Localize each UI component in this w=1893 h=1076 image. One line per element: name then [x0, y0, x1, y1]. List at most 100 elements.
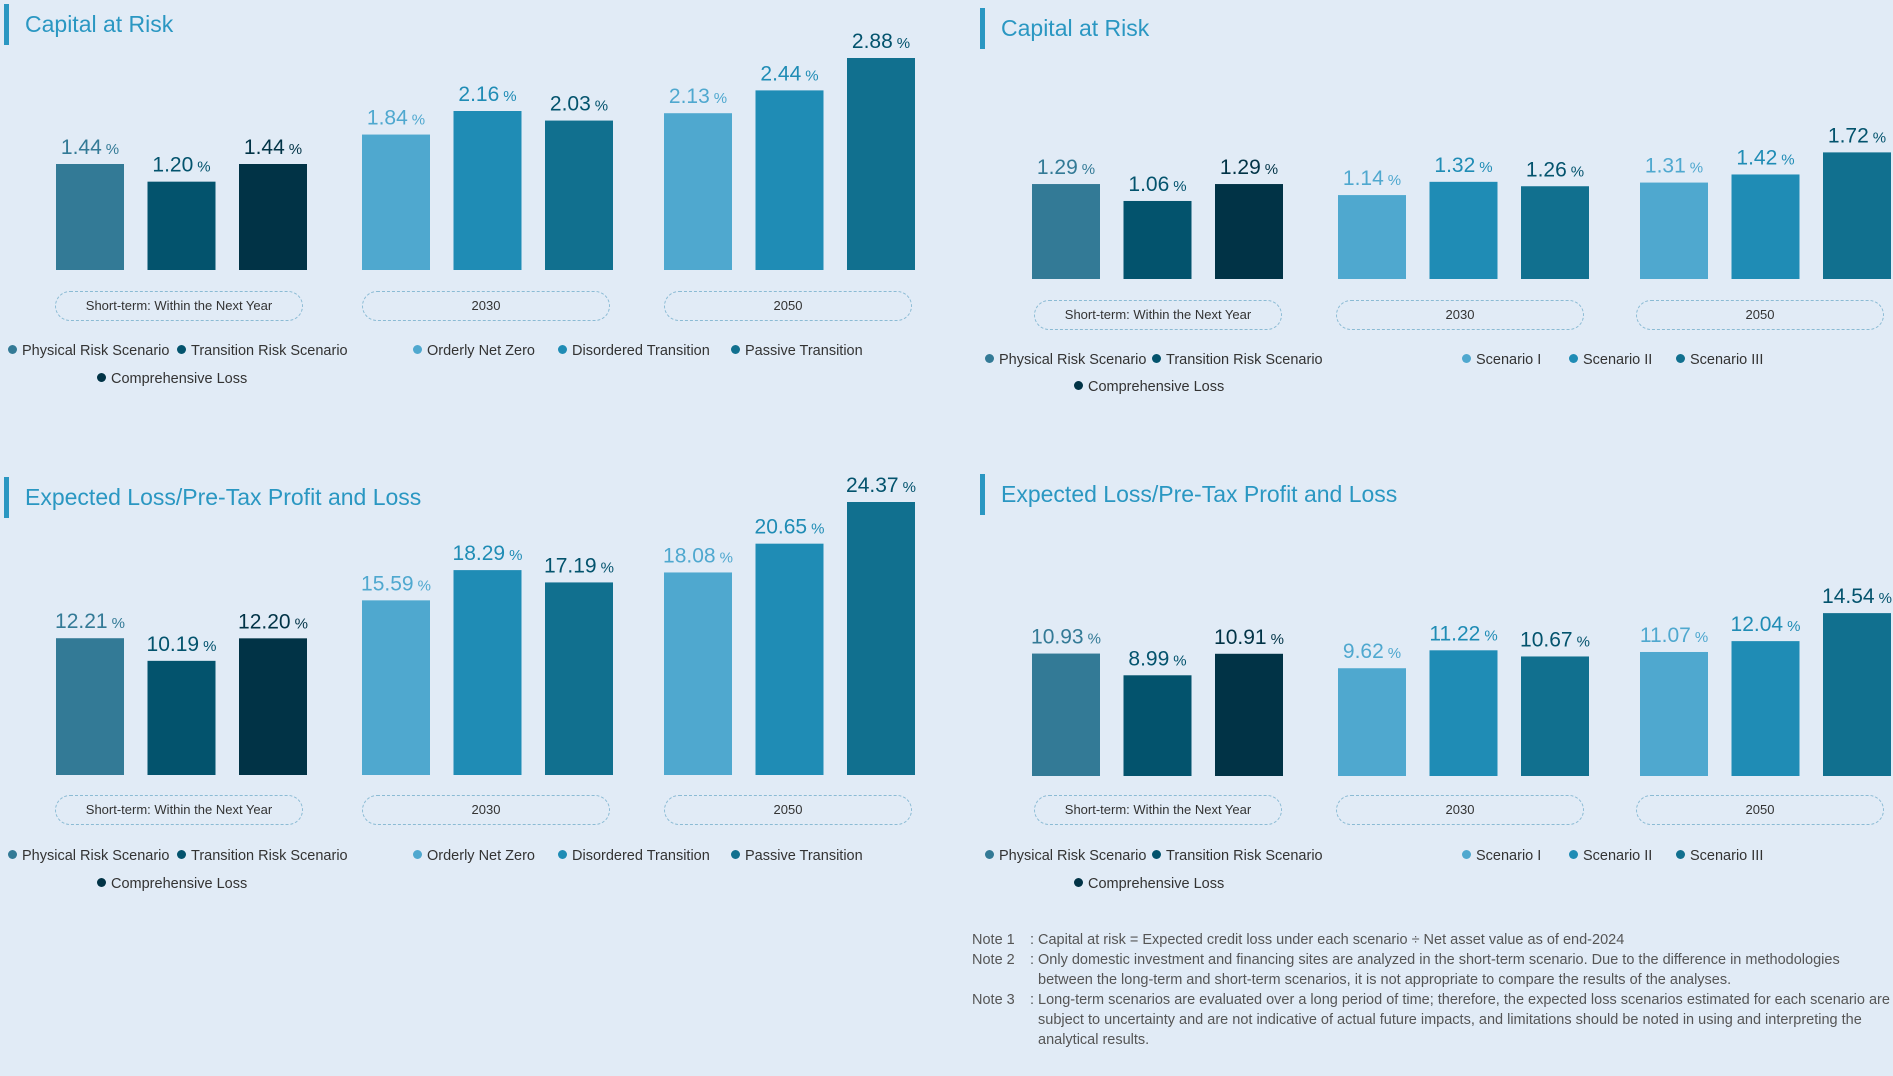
chart-title: Expected Loss/Pre-Tax Profit and Loss — [980, 474, 1397, 515]
legend-dot — [1152, 354, 1161, 363]
legend-label: Scenario II — [1583, 848, 1653, 864]
bar-value-label: 1.14% — [1343, 167, 1401, 190]
bar-value-label: 12.20% — [238, 610, 308, 633]
bar-value-label: 2.88% — [852, 30, 910, 53]
bar-value-label: 18.29% — [453, 542, 523, 565]
note-label: Note 2 — [972, 952, 1015, 968]
legend-dot — [1462, 354, 1471, 363]
legend-label: Disordered Transition — [572, 848, 710, 864]
bar-value-label: 24.37% — [846, 474, 916, 497]
legend-dot — [1676, 850, 1685, 859]
note-2: Note 2: Only domestic investment and fina… — [972, 950, 1893, 990]
legend-dot — [1569, 850, 1578, 859]
bar-value-label: 10.93% — [1031, 626, 1101, 649]
legend-label: Passive Transition — [745, 848, 863, 864]
note-text: Long-term scenarios are evaluated over a… — [1038, 992, 1890, 1048]
legend-transition-risk: Transition Risk Scenario — [177, 342, 348, 360]
chart-panel-capital-at-risk-left: Capital at Risk 1.44% 1.20% 1.44% 1.84% 2.16… — [4, 4, 944, 414]
bar-physical-g0 — [1032, 184, 1100, 279]
bar-scenario-2-g1 — [453, 111, 522, 270]
legend-dot — [413, 345, 422, 354]
bar-scenario-2-g2 — [755, 543, 824, 775]
legend-label: Scenario III — [1690, 848, 1764, 864]
note-separator: : — [1030, 952, 1035, 968]
legend-dot — [413, 850, 422, 859]
legend-label: Comprehensive Loss — [111, 371, 248, 387]
bar-value-label: 20.65% — [755, 516, 825, 539]
legend-physical-risk: Physical Risk Scenario — [985, 847, 1146, 865]
bar-value-label: 14.54% — [1822, 585, 1892, 608]
bar-chart: 1.44 % 1.20 % 1.44 % 1.84 % 2.16% 2.03% 2.13 % 2.44%… — [56, 30, 915, 270]
bar-comprehensive-g0 — [1215, 653, 1283, 776]
legend-dot — [177, 345, 186, 354]
legend-label: Comprehensive Loss — [111, 876, 248, 892]
legend-dot — [1462, 850, 1471, 859]
legend-dot — [97, 373, 106, 382]
note-text: Capital at risk = Expected credit loss u… — [1038, 932, 1625, 948]
legend-passive-transition: Passive Transition — [731, 847, 863, 865]
bar-scenario-3-g1 — [1521, 186, 1589, 279]
bar-scenario-2-g1 — [453, 570, 522, 775]
legend-dot — [1152, 850, 1161, 859]
legend-disordered-transition: Disordered Transition — [558, 342, 710, 360]
note-separator: : — [1030, 992, 1035, 1008]
note-label: Note 3 — [972, 992, 1015, 1008]
chart-panel-expected-loss-right: Expected Loss/Pre-Tax Profit and Loss 10… — [980, 474, 1893, 899]
bar-physical-g0 — [56, 164, 124, 270]
legend-dot — [558, 850, 567, 859]
legend-dot — [1569, 354, 1578, 363]
legend-dot — [177, 850, 186, 859]
bar-scenario-1-g1 — [1338, 195, 1406, 279]
legend-transition-risk: Transition Risk Scenario — [1152, 351, 1323, 369]
bar-scenario-1-g1 — [1338, 668, 1406, 776]
legend-scenario-2: Scenario II — [1569, 351, 1652, 369]
group-label-short-term: Short-term: Within the Next Year — [1034, 300, 1282, 330]
legend-label: Physical Risk Scenario — [999, 848, 1147, 864]
legend-disordered-transition: Disordered Transition — [558, 847, 710, 865]
legend-dot — [8, 850, 17, 859]
bar-value-label: 1.44% — [61, 136, 119, 159]
note-text: Only domestic investment and financing s… — [1038, 952, 1840, 988]
group-label-2050: 2050 — [664, 795, 912, 825]
legend-comprehensive-loss: Comprehensive Loss — [97, 875, 247, 893]
bar-value-label: 1.31% — [1645, 155, 1703, 178]
bar-scenario-1-g2 — [664, 113, 732, 270]
note-separator: : — [1030, 932, 1035, 948]
legend-label: Transition Risk Scenario — [1166, 352, 1323, 368]
bar-scenario-2-g2 — [1731, 641, 1800, 776]
bar-comprehensive-g0 — [239, 164, 307, 270]
legend-dot — [97, 878, 106, 887]
legend-label: Scenario II — [1583, 352, 1653, 368]
bar-scenario-1-g1 — [362, 600, 430, 775]
legend-label: Transition Risk Scenario — [191, 343, 348, 359]
bar-value-label: 12.04% — [1731, 613, 1801, 636]
legend-label: Scenario I — [1476, 848, 1542, 864]
legend-physical-risk: Physical Risk Scenario — [985, 351, 1146, 369]
legend-label: Orderly Net Zero — [427, 343, 535, 359]
bar-physical-g0 — [56, 638, 124, 775]
legend-dot — [985, 850, 994, 859]
legend-dot — [1074, 878, 1083, 887]
bar-scenario-3-g2 — [847, 58, 915, 270]
chart-panel-capital-at-risk-right: Capital at Risk 1.29% 1.06% 1.29% 1.14% 1.32… — [980, 8, 1893, 418]
bar-value-label: 10.67% — [1520, 628, 1590, 651]
bar-value-label: 10.91% — [1214, 626, 1284, 649]
bar-scenario-1-g2 — [1640, 651, 1708, 776]
bar-value-label: 1.20% — [152, 154, 210, 177]
legend-dot — [731, 345, 740, 354]
bar-scenario-3-g1 — [545, 120, 613, 270]
note-1: Note 1: Capital at risk = Expected credit… — [972, 930, 1893, 950]
group-label-2030: 2030 — [362, 795, 610, 825]
bar-value-label: 1.44% — [244, 136, 302, 159]
bar-value-label: 8.99% — [1128, 647, 1186, 670]
legend-label: Physical Risk Scenario — [22, 343, 170, 359]
bar-scenario-1-g2 — [1640, 182, 1708, 279]
group-label-2050: 2050 — [664, 291, 912, 321]
bar-chart: 10.93 % 8.99 % 10.91 % 9.62 % 11.22% 10.67% 11.07%… — [1031, 585, 1892, 776]
bar-value-label: 9.62% — [1343, 640, 1401, 663]
legend-dot — [1676, 354, 1685, 363]
legend-comprehensive-loss: Comprehensive Loss — [1074, 378, 1224, 396]
bar-value-label: 2.16% — [458, 83, 516, 106]
bar-value-label: 11.22% — [1429, 622, 1497, 645]
note-3: Note 3: Long-term scenarios are evaluated… — [972, 990, 1893, 1050]
